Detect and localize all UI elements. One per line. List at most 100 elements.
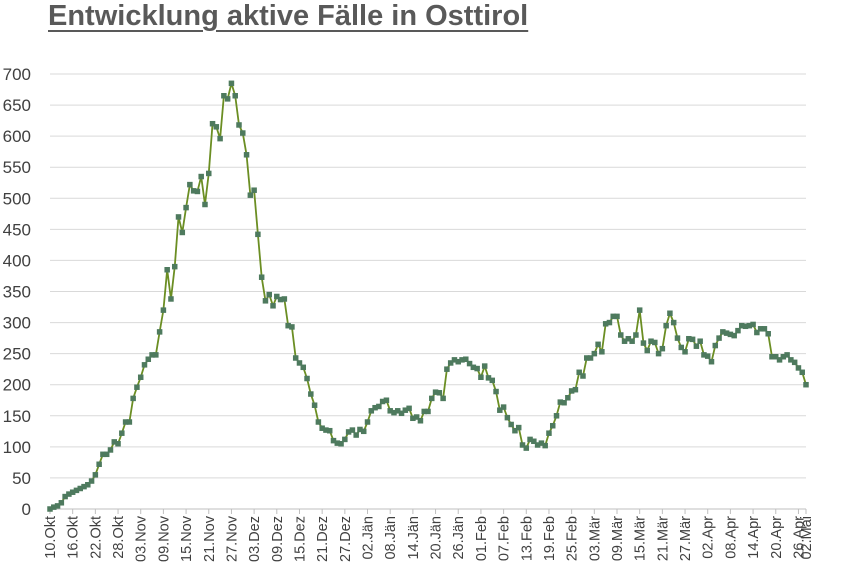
y-tick-label: 100 — [3, 438, 31, 457]
data-point — [444, 366, 450, 372]
x-tick-label: 14.Jän — [406, 516, 422, 560]
data-point — [704, 353, 711, 359]
data-point — [217, 135, 223, 142]
data-point — [141, 362, 148, 368]
y-tick-label: 550 — [3, 158, 31, 177]
data-point — [119, 430, 125, 436]
data-point — [780, 354, 787, 360]
data-point — [168, 296, 174, 302]
data-point — [413, 414, 420, 420]
data-point — [466, 360, 473, 367]
data-point — [791, 359, 798, 366]
data-point — [674, 335, 681, 341]
data-point — [538, 440, 545, 446]
data-point — [88, 478, 95, 484]
data-point — [757, 326, 764, 332]
data-point — [667, 310, 673, 316]
data-point — [92, 472, 99, 478]
data-point — [504, 414, 511, 421]
data-point — [429, 395, 435, 402]
data-point — [678, 344, 685, 351]
data-point — [481, 363, 488, 369]
data-point — [784, 352, 790, 358]
data-point — [103, 451, 110, 458]
data-point — [107, 447, 114, 453]
data-point — [701, 352, 707, 358]
data-point — [523, 445, 530, 451]
data-point — [425, 408, 431, 415]
data-point — [519, 442, 526, 448]
data-point — [410, 415, 416, 422]
data-point — [54, 503, 61, 509]
data-point — [156, 329, 163, 335]
data-point — [417, 418, 424, 424]
x-tick-label: 14.Apr — [746, 516, 762, 559]
data-point — [716, 335, 722, 341]
data-point — [459, 357, 465, 363]
data-point — [406, 405, 412, 412]
x-tick-label: 01.Feb — [474, 516, 490, 561]
data-point — [319, 425, 325, 431]
data-point — [580, 373, 586, 379]
series-active-cases — [47, 80, 809, 512]
data-point — [73, 487, 80, 494]
data-point — [183, 204, 189, 211]
data-point — [349, 427, 356, 433]
x-tick-label: 10.Okt — [43, 516, 59, 559]
y-tick-label: 250 — [3, 345, 31, 364]
data-point — [274, 293, 280, 300]
data-point — [640, 340, 647, 346]
data-point — [489, 377, 496, 384]
y-axis-tick-labels: 0 50 100 150 200 250 300 350 400 450 500 550 600 650 7… — [3, 65, 31, 519]
data-point — [209, 120, 216, 127]
data-point — [655, 350, 662, 357]
data-point — [618, 332, 624, 338]
data-point — [470, 364, 477, 371]
data-point — [595, 341, 601, 348]
data-point — [568, 388, 575, 394]
data-point — [689, 336, 696, 343]
data-point — [515, 424, 522, 431]
data-point — [206, 170, 212, 177]
x-tick-label: 21.Dez — [315, 516, 331, 562]
x-tick-label: 21.Nov — [202, 515, 218, 562]
data-point — [145, 356, 152, 362]
data-point — [202, 201, 208, 208]
data-point — [440, 395, 446, 402]
y-tick-label: 450 — [3, 220, 31, 239]
data-point — [292, 355, 299, 361]
y-tick-label: 50 — [12, 469, 31, 488]
data-point — [686, 335, 692, 342]
x-tick-label: 02.Mai — [799, 516, 815, 560]
data-point — [179, 229, 186, 236]
data-point — [326, 427, 333, 434]
data-point — [776, 357, 783, 363]
data-point — [508, 421, 514, 428]
data-point — [236, 122, 242, 128]
data-point — [281, 296, 288, 302]
data-point — [247, 192, 254, 198]
data-point — [746, 322, 753, 329]
x-tick-label: 25.Feb — [565, 516, 581, 561]
y-tick-label: 0 — [22, 500, 31, 519]
data-point — [557, 399, 564, 405]
data-point — [315, 419, 322, 425]
data-point — [591, 350, 598, 357]
data-point — [421, 408, 427, 415]
data-point — [633, 332, 639, 338]
data-point — [576, 369, 582, 376]
y-tick-label: 150 — [3, 407, 31, 426]
data-point — [134, 384, 140, 390]
data-point — [368, 408, 375, 414]
data-point — [693, 343, 700, 349]
data-point — [769, 354, 775, 360]
x-tick-label: 15.Nov — [179, 515, 195, 562]
data-point — [77, 485, 83, 492]
y-tick-label: 300 — [3, 314, 31, 333]
data-point — [360, 428, 367, 435]
data-point — [455, 358, 461, 365]
x-tick-label: 28.Okt — [111, 516, 127, 559]
data-point — [682, 349, 688, 355]
data-point — [387, 408, 393, 414]
data-point — [149, 352, 155, 358]
